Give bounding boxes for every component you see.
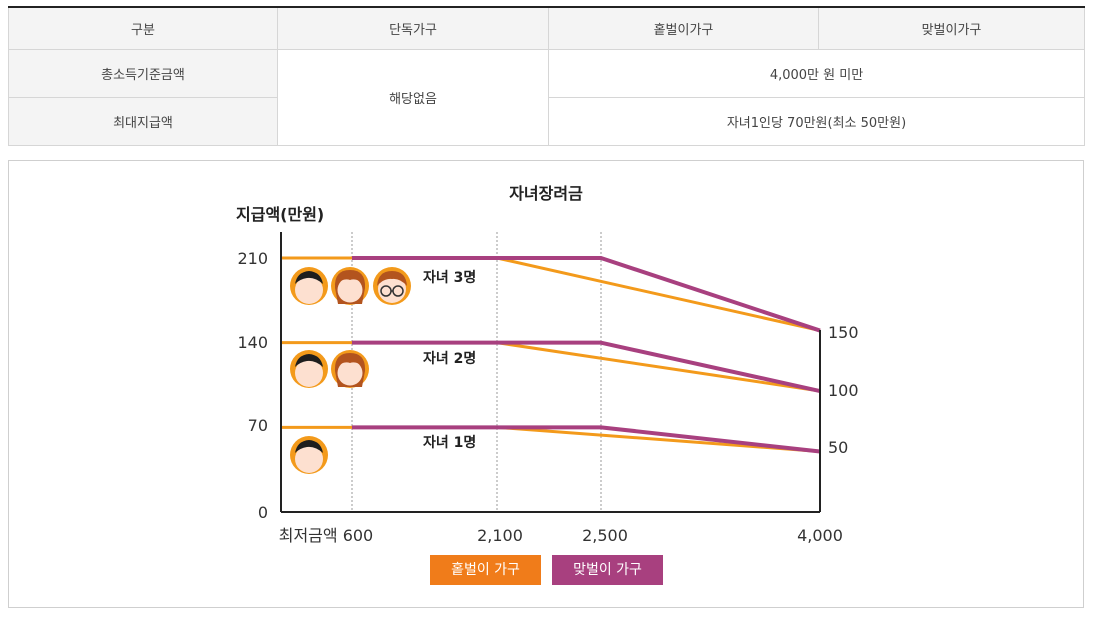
- max-payment-value: 자녀1인당 70만원(최소 50만원): [548, 97, 1085, 146]
- right-label-100: 100: [828, 381, 859, 400]
- right-label-50: 50: [828, 438, 848, 457]
- dual-earner-line-group-3: [352, 425, 821, 454]
- dual-earner-line-group-2: [352, 340, 821, 394]
- y-tick-140: 140: [237, 333, 268, 352]
- header-dual-earner: 맞벌이가구: [818, 6, 1085, 50]
- y-tick-70: 70: [248, 416, 268, 435]
- dual-earner-line-group-1: [352, 256, 821, 333]
- header-category: 구분: [8, 6, 278, 50]
- legend-single-earner: 홑벌이 가구: [430, 555, 541, 585]
- chart-title: 자녀장려금: [509, 184, 583, 203]
- income-threshold-value: 4,000만 원 미만: [548, 49, 1085, 98]
- legend-dual-earner: 맞벌이 가구: [552, 555, 663, 585]
- x-tick-2500: 2,500: [582, 526, 628, 545]
- income-table: 구분 단독가구 홑벌이가구 맞벌이가구 총소득기준금액 해당없음 4,000만 …: [8, 6, 1085, 146]
- single-earner-line-group-3: [281, 425, 821, 454]
- boy-face-icon: [290, 350, 328, 388]
- group-label-2: 자녀 2명: [423, 350, 476, 367]
- x-tick-600: 최저금액 600: [279, 526, 374, 545]
- chart-container: [8, 160, 1084, 608]
- x-tick-4000: 4,000: [797, 526, 843, 545]
- glasses-child-face-icon: [373, 267, 411, 305]
- boy-face-icon: [290, 436, 328, 474]
- series-lines: [281, 256, 821, 454]
- y-axis-label: 지급액(만원): [236, 205, 324, 224]
- row-label-max-payment: 최대지급액: [8, 97, 278, 146]
- girl-face-icon: [331, 350, 369, 388]
- right-label-150: 150: [828, 323, 859, 342]
- x-tick-2100: 2,100: [477, 526, 523, 545]
- group-label-1: 자녀 1명: [423, 434, 476, 451]
- group-label-3: 자녀 3명: [423, 269, 476, 286]
- y-tick-210: 210: [237, 249, 268, 268]
- boy-face-icon: [290, 267, 328, 305]
- single-household-value: 해당없음: [277, 49, 549, 146]
- y-tick-0: 0: [258, 503, 268, 522]
- girl-face-icon: [331, 267, 369, 305]
- row-label-income-threshold: 총소득기준금액: [8, 49, 278, 98]
